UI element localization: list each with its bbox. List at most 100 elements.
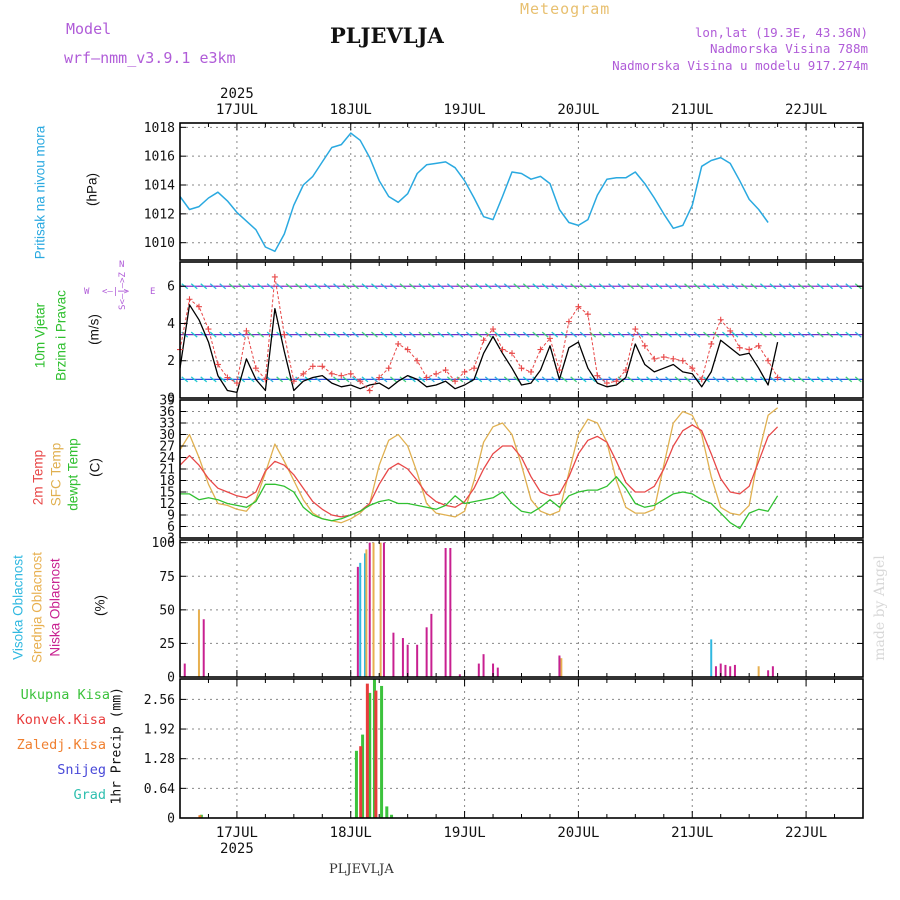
wind-direction-arrow: [446, 331, 454, 338]
wind-direction-arrow: [456, 283, 464, 290]
wind-gust-marker: [736, 344, 743, 351]
wind-direction-arrow: [390, 376, 397, 383]
wind-direction-arrow: [219, 283, 227, 290]
wind-direction-arrow: [570, 331, 578, 338]
wind-direction-arrow: [627, 283, 635, 290]
wind-direction-arrow: [655, 331, 663, 338]
wind-direction-arrow: [636, 283, 644, 290]
wind-direction-arrow: [807, 283, 815, 290]
wind-direction-arrow: [475, 283, 483, 290]
wind-direction-arrow: [797, 331, 805, 338]
wind-direction-arrow: [741, 331, 748, 338]
wind-direction-arrow: [427, 283, 435, 290]
model-label: Model: [66, 20, 112, 38]
precip-ukupna-bar: [354, 750, 358, 818]
wind-gust-marker: [594, 372, 601, 379]
wind-direction-arrow: [769, 283, 777, 290]
wind-direction-arrow: [238, 283, 246, 290]
wind-gust-marker: [328, 370, 335, 377]
wind-gust-marker: [471, 365, 478, 372]
wind-gust-marker: [252, 365, 259, 372]
y-tick-label: 4: [167, 317, 175, 332]
y-tick-label: 2.56: [144, 693, 175, 708]
wind-gust-marker: [632, 326, 639, 333]
wind-direction-arrow: [665, 331, 672, 338]
wind-direction-arrow: [209, 283, 217, 290]
y-tick-label: 75: [159, 570, 175, 585]
wind-direction-arrow: [712, 283, 720, 290]
precip-konvek-bar: [374, 690, 378, 818]
wind-direction-arrow: [674, 283, 682, 290]
wind-gust-marker: [442, 367, 449, 374]
wind-direction-arrow: [437, 331, 445, 338]
y-tick-label: 36: [159, 405, 175, 420]
wind-gust-marker: [575, 303, 582, 310]
wind-direction-arrow: [684, 376, 691, 383]
panel-frame: [179, 678, 864, 819]
wind-direction-arrow: [788, 283, 796, 290]
wind-direction-arrow: [247, 376, 255, 383]
wind-gust-marker: [499, 346, 506, 353]
wind-direction-arrow: [513, 283, 521, 290]
wind-direction-arrow: [475, 376, 483, 383]
wind-direction-arrow: [532, 331, 540, 338]
wind-direction-arrow: [551, 376, 559, 383]
wind-gust-marker: [452, 378, 459, 385]
wind-gust-marker: [708, 340, 715, 347]
year-label-top: 2025: [220, 86, 254, 102]
precip-zaledj-bar: [198, 815, 202, 818]
y-tick-label: 2: [167, 354, 175, 369]
day-label-top: 18JUL: [330, 102, 372, 118]
precip-konvek-bar: [365, 683, 369, 818]
wind-direction-arrow: [579, 283, 587, 290]
y-tick-label: 50: [159, 603, 175, 618]
wind-gust-marker: [537, 346, 544, 353]
footer-location: PLJEVLJA: [329, 862, 394, 877]
wind-direction-arrow: [361, 376, 369, 383]
wind-speed-line: [179, 304, 779, 394]
wind-legend-arrow: <—|—>: [102, 287, 130, 297]
wind-direction-arrow: [371, 283, 378, 290]
legend-grad: Grad: [73, 787, 106, 803]
y-tick-label: 0.64: [144, 782, 175, 797]
wind-direction-arrow: [636, 376, 644, 383]
wind-gust-marker: [670, 355, 677, 362]
wind-direction-arrow: [342, 283, 350, 290]
y-tick-label: 39: [159, 394, 175, 409]
wind-gust-marker: [385, 365, 392, 372]
wind-direction-arrow: [570, 376, 578, 383]
wind-direction-arrow: [437, 283, 445, 290]
wind-direction-arrow: [845, 376, 853, 383]
wind-direction-arrow: [684, 331, 691, 338]
wind-gust-marker: [651, 355, 658, 362]
panel-frame: [179, 399, 864, 539]
day-label-bottom: 22JUL: [785, 825, 827, 841]
wind-direction-arrow: [759, 331, 767, 338]
precip-konvek-bar: [359, 746, 363, 818]
y-tick-label: 9: [167, 509, 175, 524]
wind-direction-arrow: [551, 331, 559, 338]
wind-direction-arrow: [304, 331, 312, 338]
wind-direction-arrow: [608, 283, 616, 290]
wind-direction-arrow: [399, 283, 407, 290]
meteogram-label: Meteogram: [520, 0, 611, 18]
wind-direction-arrow: [465, 331, 473, 338]
pressure-line: [179, 132, 769, 253]
wind-direction-arrow: [371, 331, 378, 338]
wind-direction-arrow: [541, 331, 549, 338]
wind-direction-arrow: [513, 331, 521, 338]
wind-gust-marker: [224, 374, 231, 381]
wind-legend-top: N: [119, 260, 125, 270]
wind-gust-marker: [765, 357, 772, 364]
wind-direction-arrow: [532, 376, 540, 383]
wind-gust-marker: [518, 365, 525, 372]
wind-gust-marker: [689, 365, 696, 372]
wind-direction-arrow: [238, 331, 246, 338]
y-tick-label: 0: [167, 392, 175, 407]
wind-direction-arrow: [741, 376, 748, 383]
model-name: wrf—nmm_v3.9.1 e3km: [64, 49, 236, 67]
wind-direction-arrow: [655, 283, 663, 290]
wind-direction-arrow: [646, 283, 653, 290]
wind-direction-arrow: [541, 283, 549, 290]
year-label-bottom: 2025: [220, 841, 254, 857]
